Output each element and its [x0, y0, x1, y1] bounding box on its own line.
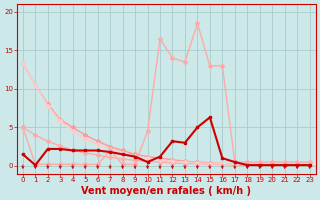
X-axis label: Vent moyen/en rafales ( km/h ): Vent moyen/en rafales ( km/h ): [81, 186, 251, 196]
